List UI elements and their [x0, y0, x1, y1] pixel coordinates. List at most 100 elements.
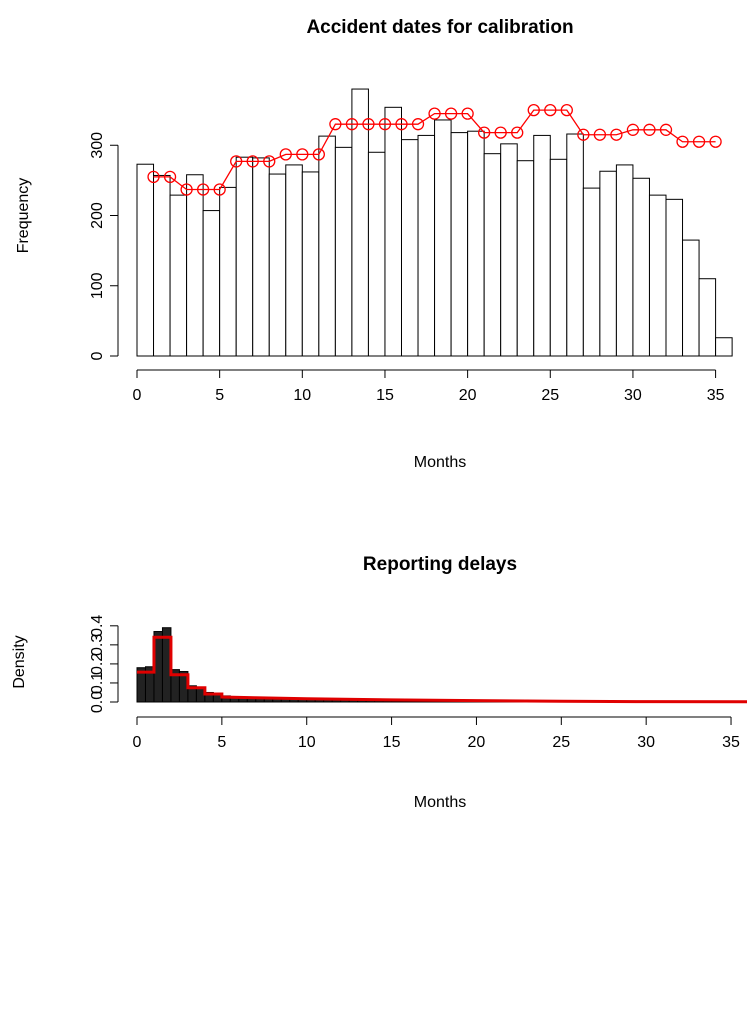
overlay-point — [643, 123, 656, 136]
y-tick-label: 0.1 — [89, 672, 106, 694]
y-axis-label: Density — [11, 635, 28, 688]
x-axis-label: Months — [414, 454, 466, 471]
overlay-point — [296, 148, 309, 161]
overlay-point — [478, 126, 491, 139]
overlay-point — [494, 126, 507, 139]
overlay-point — [329, 118, 342, 131]
y-tick-label: 200 — [89, 202, 106, 229]
histogram-bar — [285, 164, 303, 357]
histogram-bar — [665, 198, 684, 357]
x-axis-label: Months — [414, 794, 466, 811]
histogram-bar — [615, 164, 634, 357]
overlay-point — [246, 155, 259, 168]
overlay-point — [511, 126, 524, 139]
histogram-bar — [169, 194, 188, 357]
y-tick-label: 0.3 — [89, 634, 106, 656]
histogram-bar — [698, 278, 717, 357]
overlay-point — [626, 123, 640, 136]
histogram-bar — [549, 158, 568, 357]
x-tick-label: 0 — [133, 387, 142, 404]
x-tick-label: 10 — [293, 387, 311, 404]
histogram-bar — [318, 135, 336, 357]
x-tick-label: 30 — [637, 734, 655, 751]
overlay-point — [279, 148, 292, 161]
overlay-point — [659, 123, 673, 136]
histogram-bar — [682, 239, 700, 357]
overlay-point — [593, 128, 607, 141]
x-tick-label: 25 — [541, 387, 559, 404]
histogram-bar — [715, 337, 733, 357]
histogram-bar — [632, 177, 650, 357]
histogram-bar — [566, 133, 584, 357]
y-axis-label: Frequency — [15, 178, 32, 254]
histogram-bar — [252, 157, 270, 357]
overlay-point — [263, 155, 276, 168]
x-tick-label: 0 — [133, 734, 142, 751]
x-tick-label: 35 — [722, 734, 740, 751]
x-tick-label: 10 — [298, 734, 316, 751]
histogram-bar — [235, 156, 254, 357]
histogram-bar — [268, 173, 287, 357]
overlay-point — [147, 170, 160, 184]
histogram-bar — [153, 174, 171, 357]
y-tick-label: 0.4 — [89, 615, 106, 637]
histogram-bar — [434, 119, 452, 357]
histogram-bar — [450, 132, 469, 357]
x-tick-label: 5 — [215, 387, 224, 404]
x-tick-label: 25 — [552, 734, 570, 751]
overlay-point — [461, 107, 474, 120]
histogram-bar — [467, 130, 485, 357]
histogram-bar — [202, 210, 221, 357]
overlay-point — [444, 107, 458, 120]
overlay-point — [345, 118, 359, 131]
histogram-bar — [417, 134, 436, 357]
overlay-point — [378, 118, 392, 131]
overlay-point — [196, 183, 210, 196]
y-tick-label: 100 — [89, 272, 106, 299]
x-tick-label: 30 — [624, 387, 642, 404]
histogram-bar — [219, 186, 237, 357]
overlay-point — [560, 103, 573, 117]
overlay-point — [411, 118, 425, 131]
histogram-bar — [186, 174, 204, 357]
x-tick-label: 15 — [376, 387, 394, 404]
overlay-point — [312, 148, 325, 161]
histogram-bar — [384, 106, 402, 357]
overlay-point — [577, 128, 590, 141]
y-tick-label: 0 — [89, 351, 106, 360]
overlay-point — [676, 135, 689, 148]
x-tick-label: 35 — [707, 387, 725, 404]
histogram-bar — [582, 187, 601, 357]
y-tick-label: 0.2 — [89, 653, 106, 675]
x-tick-label: 5 — [217, 734, 226, 751]
histogram-bar — [136, 163, 155, 357]
overlay-point — [230, 155, 243, 168]
histogram-bar — [516, 160, 535, 357]
histogram-bar — [367, 151, 386, 357]
overlay-point — [180, 183, 193, 196]
overlay-point — [163, 170, 177, 184]
histogram-bar — [533, 134, 551, 357]
overlay-point — [544, 103, 557, 117]
overlay-point — [395, 118, 408, 131]
overlay-point — [213, 183, 226, 196]
x-tick-label: 15 — [383, 734, 401, 751]
histogram-bar — [334, 146, 353, 357]
overlay-point — [428, 107, 441, 120]
overlay-point — [709, 135, 722, 148]
histogram-bar — [301, 171, 320, 357]
overlay-line — [137, 635, 747, 704]
overlay-point — [692, 135, 706, 148]
histogram-bar — [599, 170, 617, 357]
chart-title: Accident dates for calibration — [306, 17, 573, 38]
y-tick-label: 0.0 — [89, 691, 106, 713]
overlay-point — [362, 118, 375, 131]
overlay-point — [610, 128, 623, 141]
x-tick-label: 20 — [468, 734, 486, 751]
histogram-bar — [400, 139, 419, 357]
y-tick-label: 300 — [89, 132, 106, 159]
overlay-point — [527, 103, 540, 117]
x-tick-label: 20 — [459, 387, 477, 404]
